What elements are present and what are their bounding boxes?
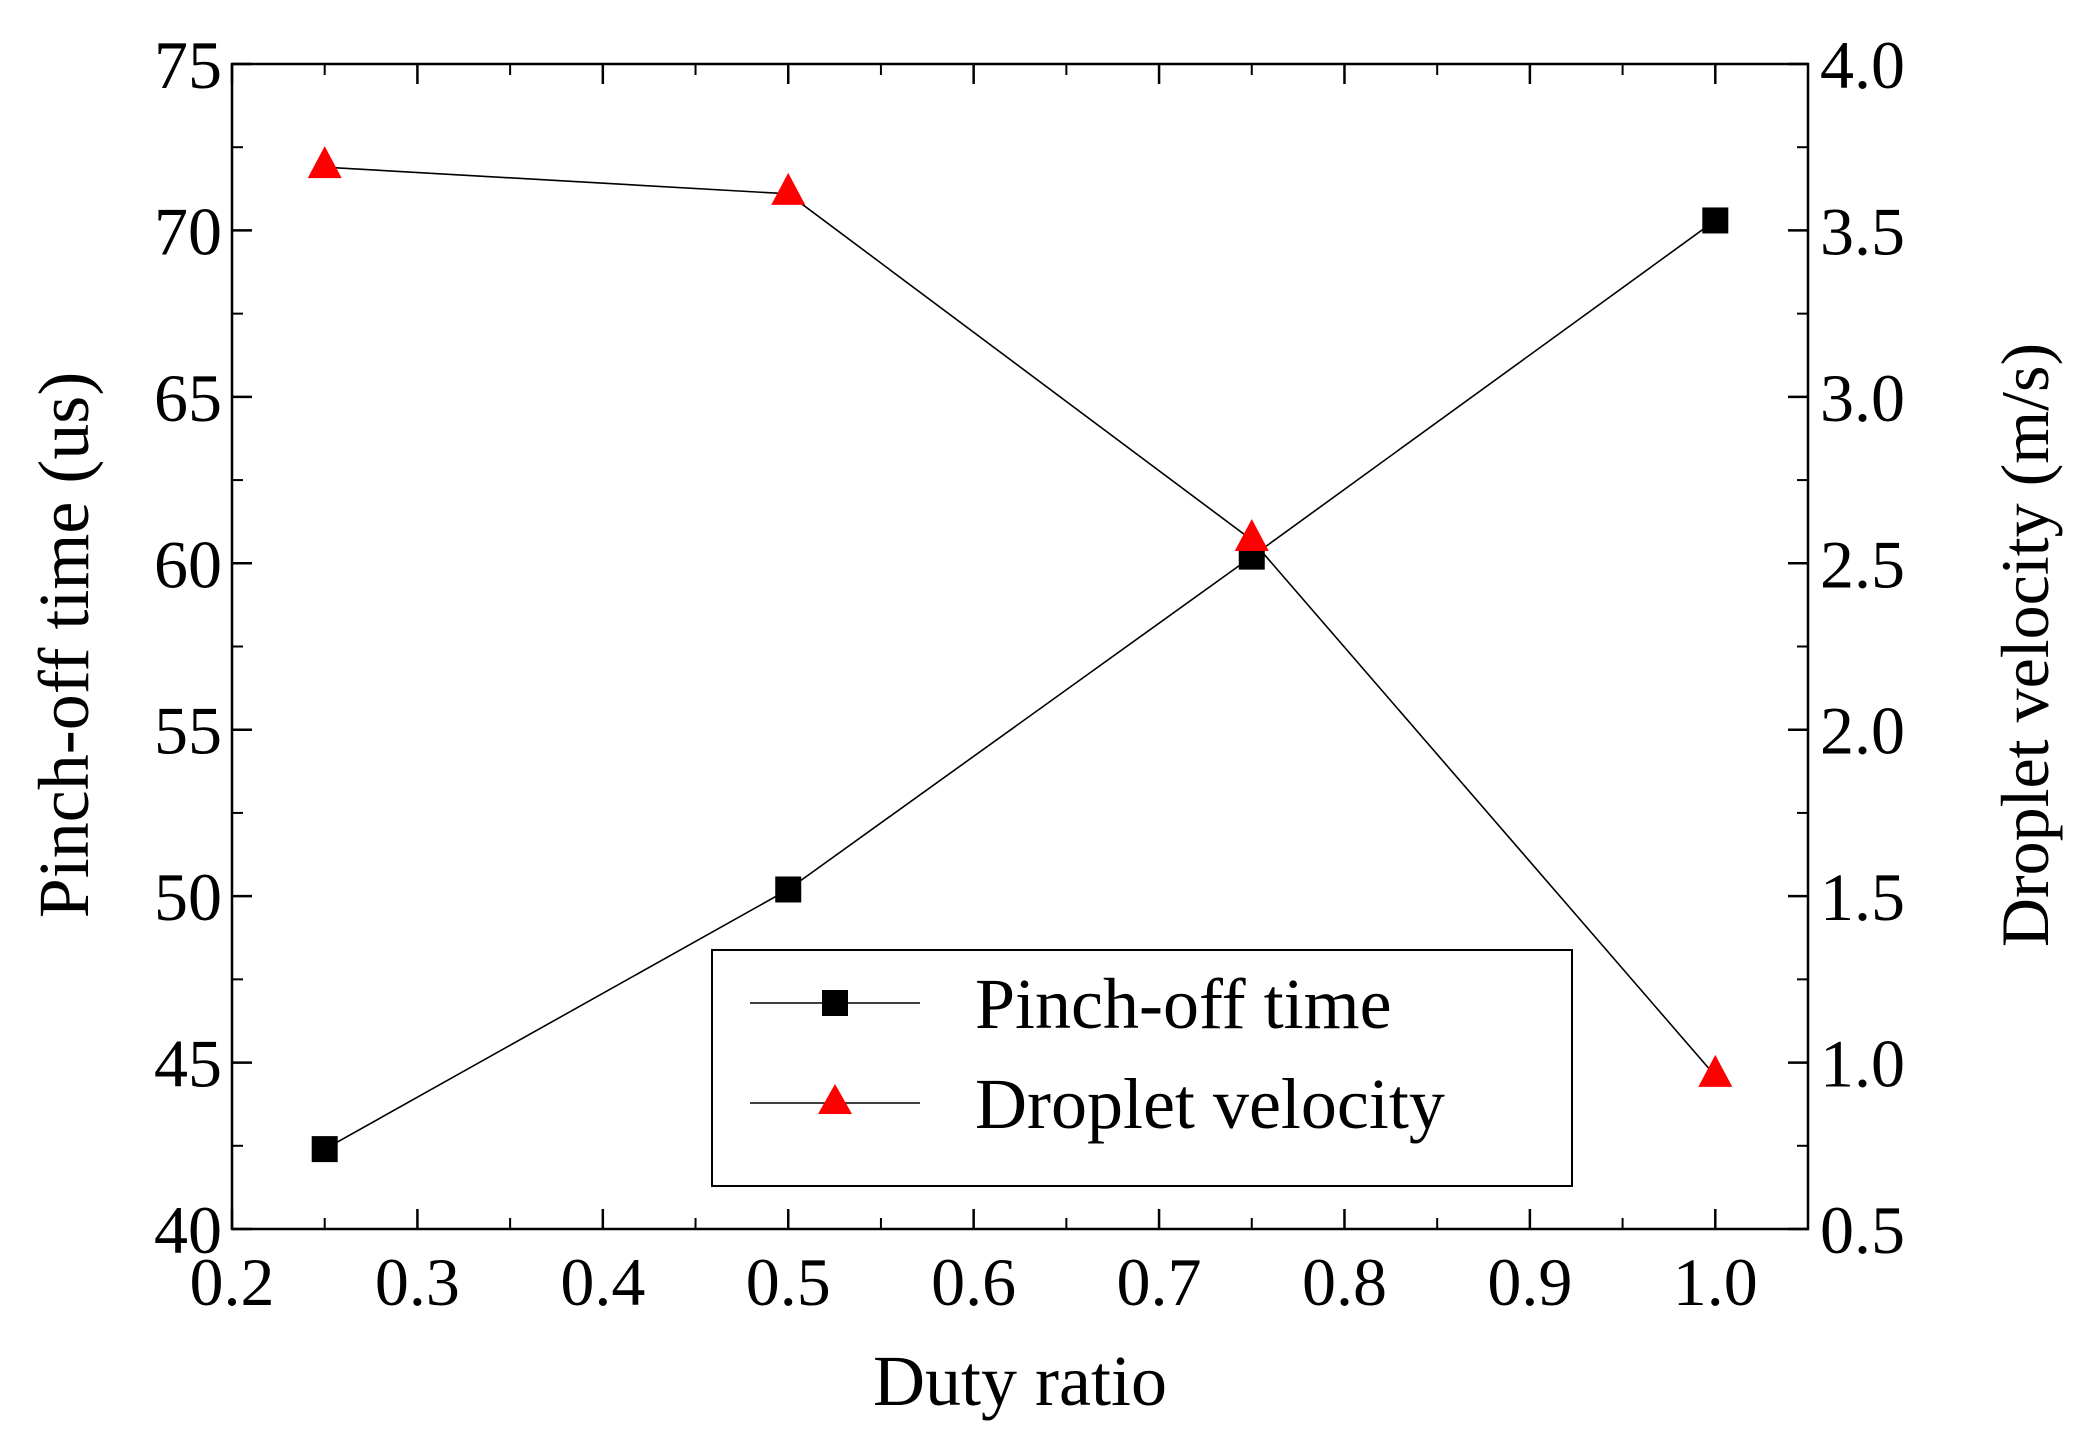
y-left-tick-label: 55 [154, 693, 222, 769]
y-right-tick-label: 2.5 [1820, 526, 1905, 602]
y-left-tick-label: 65 [154, 360, 222, 436]
x-tick-label: 0.9 [1487, 1244, 1572, 1320]
x-tick-label: 1.0 [1673, 1244, 1758, 1320]
y-left-tick-label: 75 [154, 27, 222, 103]
legend-marker-square [822, 990, 848, 1016]
series-lines [324, 166, 1716, 1150]
y-axis-left-label: Pinch-off time (us) [24, 372, 104, 919]
y-right-tick-label: 2.0 [1820, 693, 1905, 769]
y-right-tick-label: 1.5 [1820, 859, 1905, 935]
x-tick-label: 0.4 [560, 1244, 645, 1320]
y-left-tick-label: 70 [154, 193, 222, 269]
y-right-tick-label: 3.0 [1820, 360, 1905, 436]
x-tick-label: 0.7 [1117, 1244, 1202, 1320]
legend-label-velocity: Droplet velocity [975, 1064, 1445, 1144]
x-tick-label: 0.2 [190, 1244, 275, 1320]
data-point-square [311, 1136, 338, 1163]
data-point-square [1702, 207, 1729, 234]
y-left-tick-label: 60 [154, 526, 222, 602]
data-point-triangle [307, 146, 342, 179]
series-line-droplet-velocity [324, 166, 1716, 1077]
legend-box [711, 949, 1573, 1187]
y-left-tick-label: 50 [154, 859, 222, 935]
y-left-tick-label: 40 [154, 1192, 222, 1268]
x-axis-label: Duty ratio [873, 1341, 1167, 1421]
y-right-tick-label: 1.0 [1820, 1026, 1905, 1102]
legend: Pinch-off time Droplet velocity [711, 949, 1573, 1187]
y-right-tick-label: 3.5 [1820, 193, 1905, 269]
data-point-triangle [1698, 1054, 1733, 1087]
legend-marker-triangle [818, 1084, 852, 1114]
y-axis-right-label: Droplet velocity (m/s) [1987, 343, 2063, 947]
data-point-triangle [1234, 518, 1269, 551]
series-markers [307, 146, 1733, 1163]
x-tick-label: 0.6 [931, 1244, 1016, 1320]
x-tick-label: 0.3 [375, 1244, 460, 1320]
y-right-tick-label: 0.5 [1820, 1192, 1905, 1268]
series-line-pinch-off-time [324, 219, 1716, 1150]
y-right-tick-label: 4.0 [1820, 27, 1905, 103]
data-point-triangle [771, 172, 806, 205]
axis-ticks: 0.2 0.3 0.4 0.5 0.6 0.7 0.8 0.9 1.0 40 45 50 55 60 65 7… [154, 27, 1905, 1320]
x-tick-label: 0.8 [1302, 1244, 1387, 1320]
legend-label-pinch-off: Pinch-off time [975, 964, 1392, 1044]
data-point-square [775, 876, 802, 903]
y-left-tick-label: 45 [154, 1026, 222, 1102]
x-tick-label: 0.5 [746, 1244, 831, 1320]
